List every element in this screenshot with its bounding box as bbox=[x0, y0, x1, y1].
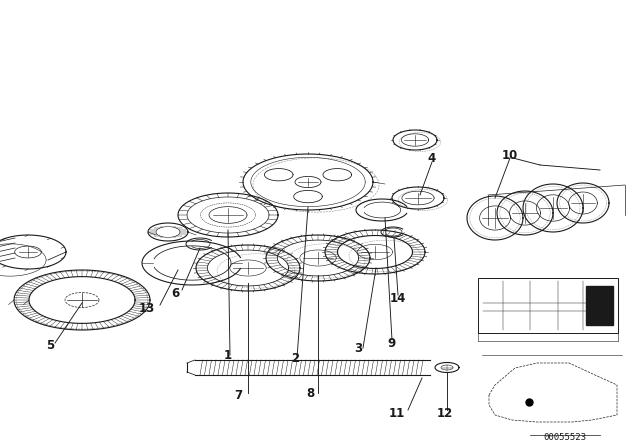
Bar bbox=[478, 278, 618, 333]
Text: 00055523: 00055523 bbox=[543, 433, 586, 442]
Text: 9: 9 bbox=[388, 336, 396, 349]
Polygon shape bbox=[586, 286, 613, 325]
Text: 8: 8 bbox=[306, 387, 314, 400]
Text: 3: 3 bbox=[354, 341, 362, 354]
Text: 6: 6 bbox=[171, 287, 179, 300]
Text: 12: 12 bbox=[437, 406, 453, 419]
Text: 1: 1 bbox=[224, 349, 232, 362]
Text: 11: 11 bbox=[389, 406, 405, 419]
Text: 14: 14 bbox=[390, 292, 406, 305]
Text: 7: 7 bbox=[234, 388, 242, 401]
Text: 4: 4 bbox=[428, 151, 436, 164]
Text: 10: 10 bbox=[502, 148, 518, 161]
Text: 2: 2 bbox=[291, 352, 299, 365]
Text: 5: 5 bbox=[46, 339, 54, 352]
Text: 13: 13 bbox=[139, 302, 155, 314]
